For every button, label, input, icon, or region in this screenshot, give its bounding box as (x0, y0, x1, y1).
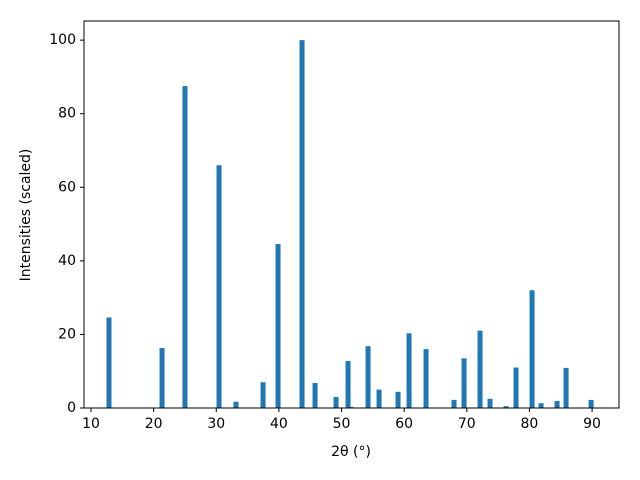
y-tick-label: 100 (49, 32, 76, 48)
bar (423, 349, 429, 408)
bar (406, 333, 412, 408)
y-tick-label: 80 (58, 106, 76, 122)
bar (376, 389, 382, 408)
bar (159, 348, 165, 408)
y-tick-label: 20 (58, 326, 76, 342)
bar (487, 398, 493, 408)
x-tick-label: 80 (521, 416, 539, 432)
x-tick-label: 70 (458, 416, 476, 432)
bar (503, 406, 509, 408)
bar (260, 382, 266, 408)
bar (365, 346, 371, 408)
x-tick-label: 20 (145, 416, 163, 432)
bar (563, 367, 569, 408)
bar (588, 399, 594, 408)
y-tick-label: 40 (58, 253, 76, 269)
y-tick-label: 60 (58, 179, 76, 195)
bar (451, 399, 457, 408)
x-tick-label: 60 (395, 416, 413, 432)
bar (299, 40, 305, 409)
bar (395, 391, 401, 408)
bar (233, 401, 239, 408)
bar (333, 396, 339, 408)
x-tick-label: 50 (333, 416, 351, 432)
y-tick-label: 0 (67, 400, 76, 416)
bar (461, 358, 467, 408)
bar (182, 86, 188, 408)
x-tick-label: 10 (82, 416, 100, 432)
bar (538, 403, 544, 408)
plot-frame (83, 20, 620, 409)
bar (216, 165, 222, 408)
y-axis-label: Intensities (scaled) (18, 149, 34, 282)
bar (348, 406, 354, 408)
bar (312, 382, 318, 408)
x-tick-label: 40 (270, 416, 288, 432)
bar (345, 360, 351, 408)
x-axis-label: 2θ (°) (331, 444, 371, 460)
bar (477, 330, 483, 408)
x-tick-label: 90 (583, 416, 601, 432)
bar (529, 290, 535, 408)
bar (513, 367, 519, 408)
bar (106, 317, 112, 408)
bar (275, 243, 281, 408)
bar (554, 401, 560, 408)
x-tick-label: 30 (207, 416, 225, 432)
